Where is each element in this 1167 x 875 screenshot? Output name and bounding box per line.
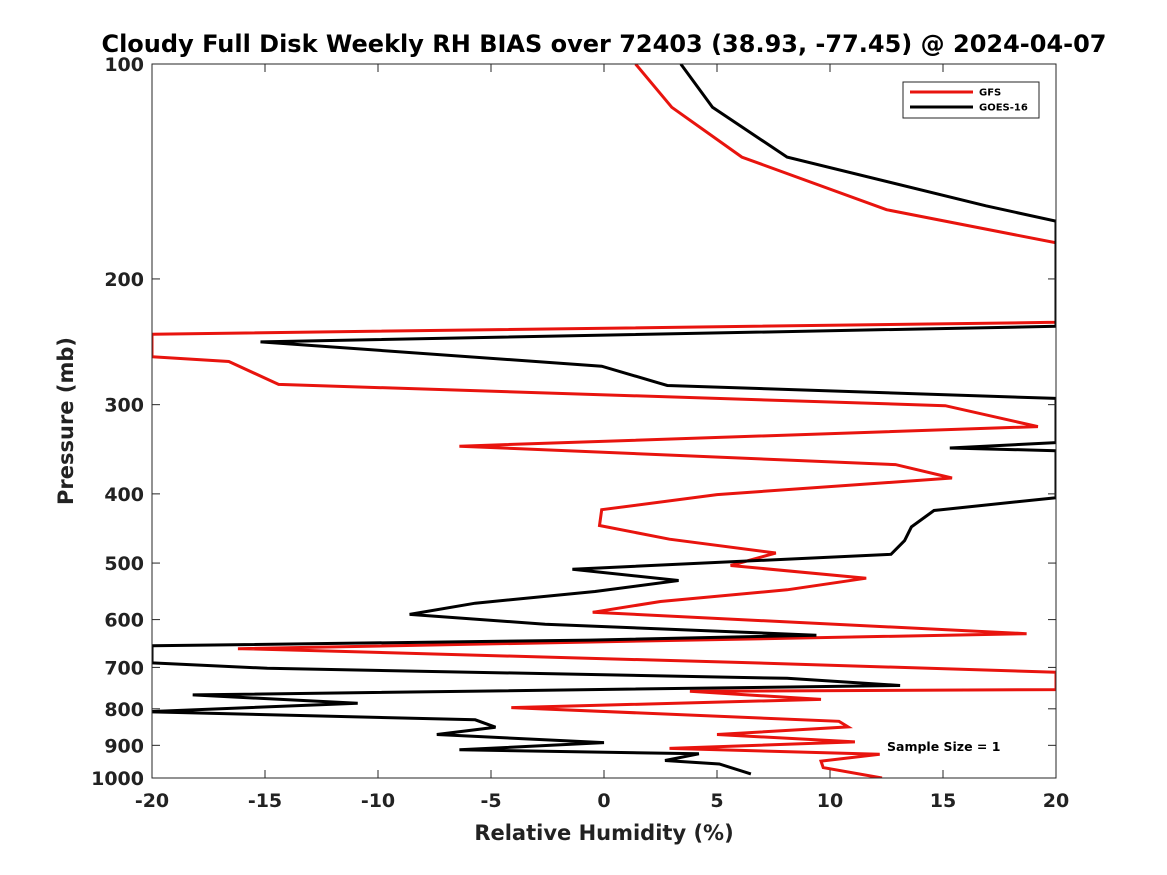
y-axis: 100 200 300 400 500 600 700 800 900 1000: [91, 54, 1056, 790]
series-line-1: [152, 64, 1056, 776]
y-tick-label: 700: [104, 657, 144, 679]
legend-entry-1: GOES-16: [979, 103, 1028, 114]
x-tick-label: 5: [710, 790, 723, 812]
x-tick-label: 0: [597, 790, 610, 812]
x-tick-label: -15: [248, 790, 282, 812]
series-layer: [152, 64, 1056, 778]
series-line-0: [152, 64, 1056, 778]
plot-frame: [151, 63, 1057, 779]
y-tick-label: 500: [104, 553, 144, 575]
sample-size-annotation: Sample Size = 1: [887, 739, 1000, 754]
y-tick-label: 100: [104, 54, 144, 76]
y-tick-label: 600: [104, 610, 144, 632]
x-axis: -20 -15 -10 -5 0 5 10 15 20: [135, 64, 1069, 812]
y-tick-label: 1000: [91, 768, 144, 790]
chart-title: Cloudy Full Disk Weekly RH BIAS over 724…: [101, 30, 1106, 58]
y-tick-label: 900: [104, 735, 144, 757]
x-tick-label: -10: [361, 790, 395, 812]
y-tick-label: 200: [104, 269, 144, 291]
y-tick-label: 300: [104, 395, 144, 417]
y-tick-label: 400: [104, 484, 144, 506]
y-axis-label: Pressure (mb): [54, 337, 78, 505]
legend-entry-0: GFS: [979, 88, 1001, 99]
x-tick-label: 10: [817, 790, 843, 812]
x-tick-label: -5: [480, 790, 501, 812]
x-tick-label: 15: [930, 790, 956, 812]
y-tick-label: 800: [104, 699, 144, 721]
x-tick-label: 20: [1043, 790, 1069, 812]
x-tick-label: -20: [135, 790, 169, 812]
x-axis-label: Relative Humidity (%): [474, 821, 733, 845]
legend-box: [902, 81, 1040, 119]
legend: GFS GOES-16: [902, 81, 1040, 119]
